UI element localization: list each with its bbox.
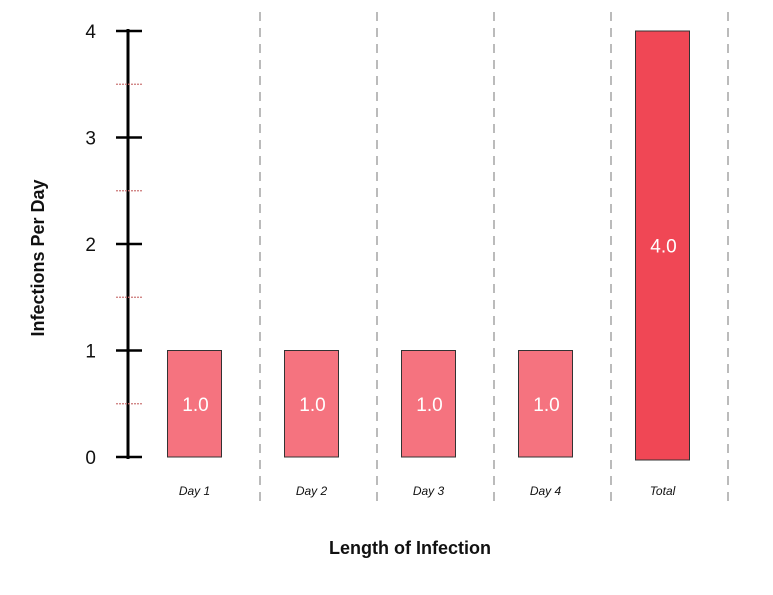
bars-group: 1.0 1.0 1.0 1.0 4.0 (167, 30, 690, 461)
bar-data-label: 1.0 (533, 395, 559, 416)
bar-data-label: 1.0 (299, 395, 325, 416)
bar-data-label: 4.0 (650, 237, 676, 258)
x-axis-label: Length of Infection (329, 538, 491, 558)
y-tick-label: 1 (85, 342, 96, 363)
x-axis-categories: Day 1 Day 2 Day 3 Day 4 Total (179, 484, 676, 498)
category-separators (259, 12, 729, 505)
bar (284, 350, 339, 458)
bar-data-label: 1.0 (182, 395, 208, 416)
bar (167, 350, 222, 458)
y-axis-label: Infections Per Day (28, 179, 48, 336)
y-tick-label: 3 (85, 129, 96, 150)
y-tick-label: 0 (85, 448, 96, 469)
y-tick-label: 2 (85, 235, 96, 256)
x-category-label: Day 4 (530, 484, 562, 498)
x-category-label: Day 2 (296, 484, 328, 498)
x-category-label: Day 1 (179, 484, 210, 498)
x-category-label: Day 3 (413, 484, 445, 498)
bar (635, 30, 690, 461)
bar-data-label: 1.0 (416, 395, 442, 416)
y-tick-label: 4 (85, 22, 96, 43)
bar (518, 350, 573, 458)
x-category-label: Total (650, 484, 676, 498)
bar (401, 350, 456, 458)
y-axis: 0 1 2 3 4 (85, 22, 142, 469)
